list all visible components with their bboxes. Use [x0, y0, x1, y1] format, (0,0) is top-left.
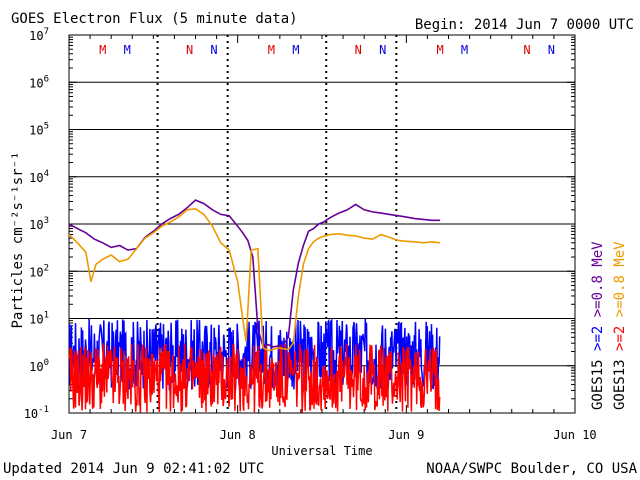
legend: GOES15 >=2 >=0.8 MeV GOES13 >=2 >=0.8 MeV [590, 241, 628, 410]
satellite-marker: M [436, 43, 443, 57]
x-tick-label: Jun 8 [220, 428, 256, 442]
legend-entry: GOES15 >=2 >=0.8 MeV [590, 241, 606, 410]
satellite-marker: N [548, 43, 555, 57]
series-goes13-0-8-mev [68, 207, 441, 352]
x-axis-label: Universal Time [271, 444, 372, 458]
y-tick-label: 106 [29, 74, 49, 90]
y-tick-label: 102 [29, 263, 49, 279]
satellite-marker: M [99, 43, 106, 57]
credit: NOAA/SWPC Boulder, CO USA [426, 461, 637, 477]
updated-time: Updated 2014 Jun 9 02:41:02 UTC [3, 461, 264, 477]
x-tick-label: Jun 10 [553, 428, 596, 442]
y-tick-label: 104 [29, 169, 49, 185]
data-series [68, 199, 441, 413]
satellite-marker: N [355, 43, 362, 57]
satellite-marker: N [210, 43, 217, 57]
satellite-marker: N [379, 43, 386, 57]
satellite-marker: M [268, 43, 275, 57]
satellite-marker: N [523, 43, 530, 57]
satellite-marker: N [186, 43, 193, 57]
y-tick-label: 103 [29, 216, 49, 232]
y-tick-label: 100 [29, 358, 49, 374]
x-tick-label: Jun 9 [388, 428, 424, 442]
series-goes13-2-mev [68, 343, 441, 413]
satellite-marker: M [292, 43, 299, 57]
y-tick-label: 101 [29, 311, 49, 327]
legend-text: GOES15 >=2 >=0.8 MeV [590, 241, 606, 410]
y-tick-label: 105 [29, 122, 49, 138]
chart-title: GOES Electron Flux (5 minute data) [11, 11, 298, 27]
x-axis-ticks: Jun 7 Jun 8 Jun 9 Jun 10 [51, 35, 597, 442]
legend-text: GOES13 >=2 >=0.8 MeV [612, 241, 628, 410]
begin-time: Begin: 2014 Jun 7 0000 UTC [415, 17, 634, 33]
satellite-marker: M [461, 43, 468, 57]
satellite-marker: M [124, 43, 131, 57]
grid-lines [69, 81, 575, 367]
legend-entry: GOES13 >=2 >=0.8 MeV [612, 241, 628, 410]
y-tick-label: 10-1 [24, 405, 49, 421]
y-axis-label: Particles cm⁻²s⁻¹sr⁻¹ [10, 151, 26, 328]
y-tick-label: 107 [29, 27, 49, 43]
x-tick-label: Jun 7 [51, 428, 87, 442]
